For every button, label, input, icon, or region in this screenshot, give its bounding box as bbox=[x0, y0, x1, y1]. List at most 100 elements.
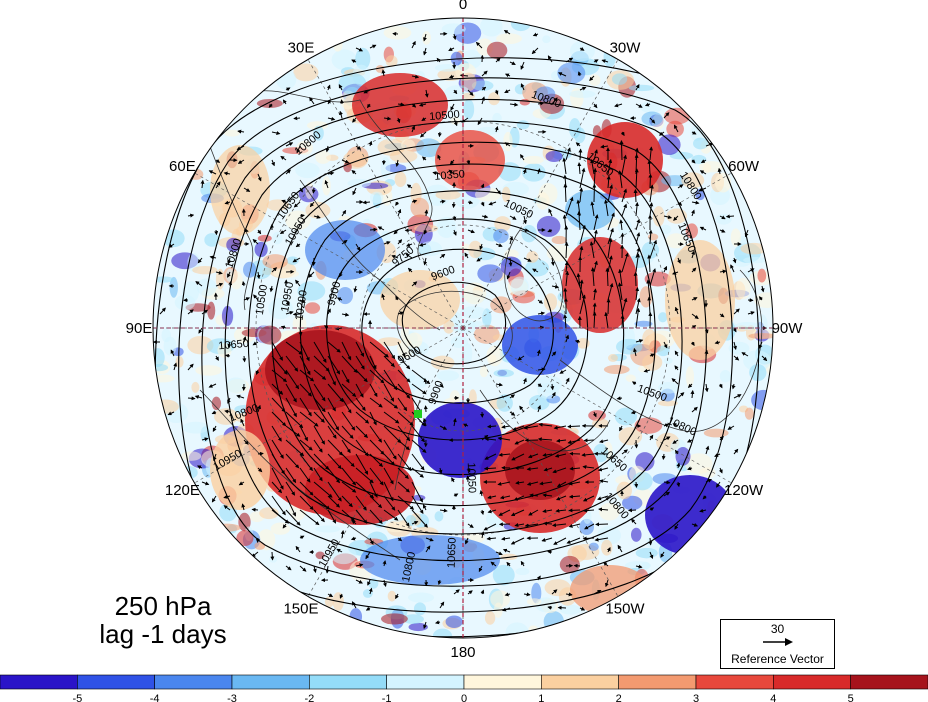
wind-vector bbox=[355, 495, 367, 511]
wind-vector bbox=[271, 467, 284, 490]
anomaly-patch bbox=[663, 357, 673, 364]
wind-vector bbox=[397, 102, 405, 107]
wind-vector bbox=[569, 466, 581, 471]
wind-vector bbox=[483, 523, 497, 531]
wind-vector bbox=[223, 494, 231, 499]
wind-vector bbox=[699, 226, 707, 231]
wind-vector bbox=[719, 215, 726, 220]
anomaly-patch bbox=[735, 321, 760, 330]
anomaly-patch bbox=[225, 377, 247, 393]
wind-vector bbox=[436, 57, 441, 63]
wind-vector bbox=[634, 439, 639, 449]
anomaly-patch bbox=[421, 31, 431, 45]
wind-vector bbox=[423, 621, 427, 629]
wind-vector bbox=[672, 270, 679, 275]
wind-vector bbox=[733, 341, 737, 351]
wind-vector bbox=[382, 560, 387, 567]
anomaly-patch bbox=[381, 613, 408, 625]
contour-9750 bbox=[361, 248, 554, 404]
wind-vector bbox=[579, 86, 587, 91]
anomaly-patch bbox=[254, 541, 266, 550]
title-level: 250 hPa bbox=[114, 591, 212, 621]
plot-title: 250 hPa lag -1 days bbox=[68, 592, 258, 648]
wind-vector bbox=[397, 355, 411, 370]
wind-vector bbox=[565, 334, 570, 343]
anomaly-patch bbox=[490, 590, 511, 608]
wind-vector bbox=[487, 424, 497, 429]
wind-vector bbox=[523, 377, 527, 385]
wind-vector bbox=[200, 179, 205, 189]
contour-label: 10950 bbox=[279, 281, 296, 313]
wind-vector bbox=[327, 425, 337, 439]
wind-vector bbox=[477, 117, 483, 126]
anomaly-patch bbox=[494, 216, 511, 232]
wind-vector bbox=[352, 117, 357, 123]
anomaly-patch bbox=[462, 92, 476, 100]
anomaly-patch bbox=[669, 151, 694, 160]
wind-vector bbox=[506, 561, 511, 567]
wind-vector bbox=[604, 579, 609, 588]
anomaly-patch bbox=[394, 171, 407, 188]
wind-vector bbox=[355, 453, 369, 475]
positive-anomaly-africa bbox=[210, 145, 270, 235]
wind-vector bbox=[467, 89, 474, 96]
wind-vector bbox=[437, 131, 442, 138]
anomaly-patch bbox=[402, 614, 424, 624]
coast-arctic-ring bbox=[396, 290, 513, 370]
anomaly-patch bbox=[543, 611, 564, 632]
wind-vector bbox=[495, 187, 501, 195]
wind-vector bbox=[649, 268, 657, 287]
wind-vector bbox=[690, 389, 695, 399]
wind-vector bbox=[621, 203, 627, 217]
anomaly-patch bbox=[628, 84, 655, 92]
wind-vector bbox=[369, 537, 374, 545]
anomaly-patch bbox=[574, 127, 586, 144]
anomaly-patch bbox=[735, 277, 751, 300]
wind-vector bbox=[271, 453, 285, 475]
wind-vector bbox=[509, 215, 517, 220]
wind-vector bbox=[194, 395, 203, 399]
wind-vector bbox=[285, 439, 305, 457]
wind-vector bbox=[579, 245, 584, 259]
wind-vector bbox=[618, 170, 623, 189]
wind-vector bbox=[451, 201, 456, 209]
wind-vector bbox=[649, 202, 654, 217]
wind-vector bbox=[506, 271, 511, 280]
wind-vector bbox=[451, 477, 455, 483]
wind-vector bbox=[411, 439, 427, 453]
coast-africa bbox=[199, 119, 254, 311]
anomaly-patch bbox=[568, 90, 596, 98]
wind-vector bbox=[313, 341, 327, 363]
wind-vector bbox=[395, 159, 400, 167]
wind-vector bbox=[542, 452, 553, 457]
wind-vector bbox=[341, 355, 358, 374]
wind-vector bbox=[338, 84, 343, 91]
anomaly-patch bbox=[304, 302, 321, 314]
wind-vector bbox=[201, 437, 209, 442]
wind-vector bbox=[197, 257, 203, 264]
wind-vector bbox=[243, 228, 249, 233]
reference-vector-label: Reference Vector bbox=[731, 652, 824, 666]
wind-vector bbox=[336, 548, 343, 553]
wind-vector bbox=[582, 495, 595, 502]
wind-vector bbox=[355, 369, 368, 383]
wind-vector bbox=[502, 607, 511, 612]
coast-siberia bbox=[299, 179, 441, 331]
anomaly-patch bbox=[187, 335, 214, 355]
wind-vector bbox=[313, 453, 330, 470]
wind-vector bbox=[620, 131, 625, 137]
wind-vector bbox=[523, 592, 531, 597]
anomaly-patch bbox=[545, 150, 563, 163]
anomaly-patch bbox=[702, 163, 712, 174]
wind-vector bbox=[327, 369, 336, 386]
anomaly-patch bbox=[296, 140, 314, 155]
anomaly-patch bbox=[521, 375, 536, 385]
wind-vector bbox=[351, 169, 357, 175]
wind-vector bbox=[593, 288, 598, 301]
wind-vector bbox=[607, 184, 614, 203]
wind-vector bbox=[187, 309, 194, 315]
anomaly-patch bbox=[229, 270, 243, 290]
wind-vector bbox=[355, 467, 374, 484]
anomaly-patch bbox=[435, 190, 461, 200]
wind-vector bbox=[423, 33, 427, 42]
